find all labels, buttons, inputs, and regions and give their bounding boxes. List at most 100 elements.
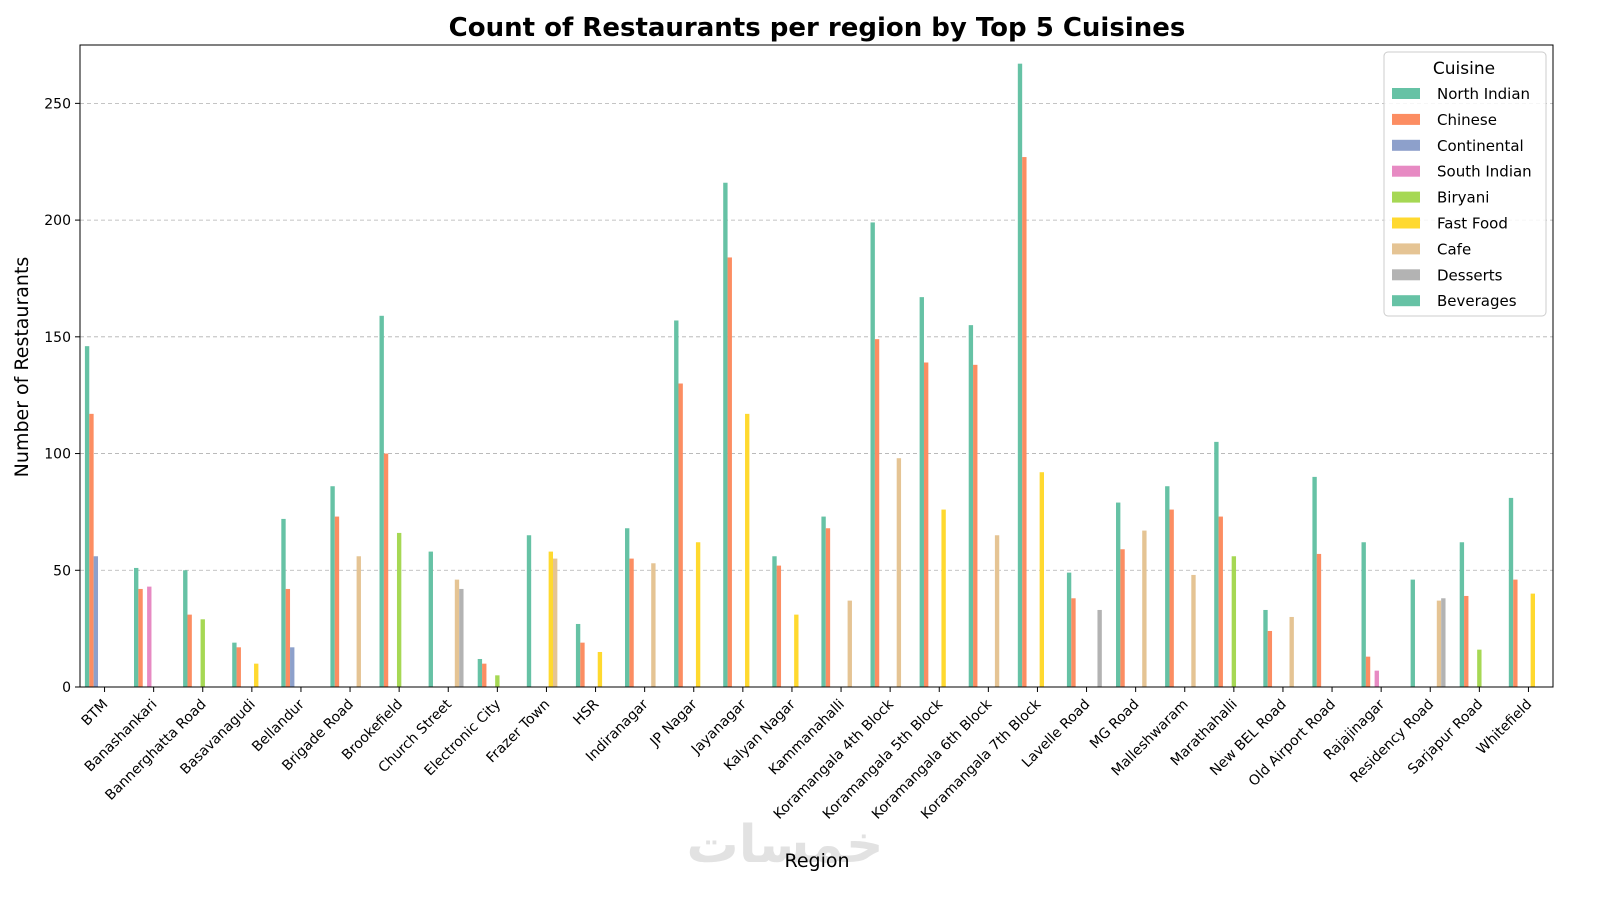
bar (454, 579, 460, 687)
bar (1263, 609, 1268, 687)
y-tick-label: 150 (44, 330, 71, 346)
bar (973, 364, 978, 687)
chart-title: Count of Restaurants per region by Top 5… (449, 13, 1186, 43)
bar (575, 623, 581, 687)
legend-label: South Indian (1437, 163, 1532, 181)
bar (923, 362, 929, 687)
legend-label: North Indian (1437, 85, 1530, 103)
bar (727, 257, 732, 687)
bar (1169, 509, 1174, 687)
bar (1066, 572, 1072, 687)
bar (941, 509, 946, 687)
legend-swatch (1392, 243, 1420, 255)
bar (138, 588, 143, 687)
bar (629, 558, 634, 687)
bar (1441, 598, 1446, 687)
bar (495, 675, 500, 687)
bar (1361, 542, 1366, 687)
watermark: خمسات (686, 815, 883, 875)
x-tick-label: Old Airport Road (1246, 697, 1339, 790)
bar (236, 647, 241, 687)
legend-swatch (1392, 269, 1420, 281)
bar (290, 647, 295, 687)
bar (89, 413, 94, 687)
bar (625, 528, 630, 687)
bar (1459, 542, 1465, 687)
legend-swatch (1392, 217, 1420, 229)
bar (285, 588, 291, 687)
bar (1120, 549, 1125, 687)
bar (482, 663, 487, 687)
bar (794, 614, 799, 687)
legend-swatch (1392, 295, 1420, 307)
y-tick-label: 200 (44, 213, 71, 229)
bar (825, 528, 831, 687)
y-tick-label: 100 (44, 447, 71, 463)
bar (526, 535, 532, 687)
legend-label: Desserts (1437, 266, 1503, 284)
bar (552, 558, 558, 687)
bar (1142, 530, 1147, 687)
legend-label: Biryani (1437, 189, 1489, 207)
legend-label: Continental (1437, 137, 1524, 155)
legend-swatch (1392, 165, 1420, 177)
bar (1436, 600, 1442, 687)
bar (200, 619, 205, 687)
bar (459, 588, 464, 687)
bar (477, 658, 483, 687)
legend-box (1383, 51, 1547, 317)
bar (1477, 649, 1482, 687)
bar (847, 600, 852, 687)
bars (84, 63, 1535, 688)
x-tick-label: HSR (570, 696, 602, 728)
legend-swatch (1392, 88, 1420, 99)
bar (896, 458, 902, 687)
bar (379, 315, 384, 687)
bar (678, 383, 683, 687)
bar (232, 642, 237, 687)
bar (134, 567, 139, 687)
bar (968, 325, 974, 687)
bar (383, 453, 389, 687)
x-axis-title: Region (784, 850, 849, 872)
bar (1071, 598, 1076, 687)
x-tick-label: Residency Road (1347, 697, 1437, 787)
bar (1231, 556, 1237, 687)
plot-frame (79, 44, 1554, 688)
bar (870, 222, 875, 687)
bar (147, 586, 152, 687)
bar (1017, 63, 1023, 687)
bar (695, 542, 701, 687)
legend-swatch (1392, 139, 1420, 151)
bar (580, 642, 585, 687)
bar (356, 556, 361, 687)
legend-label: Beverages (1437, 292, 1517, 310)
bar (334, 516, 340, 687)
bar (548, 551, 553, 687)
legend-swatch (1392, 191, 1420, 203)
bar (183, 570, 188, 687)
bar (1165, 486, 1170, 687)
bar (597, 651, 603, 687)
bar (1191, 574, 1196, 687)
legend-title: Cuisine (1433, 59, 1495, 79)
bar (874, 339, 880, 687)
bar (1464, 595, 1469, 687)
legend: Cuisine North Indian Chinese Continental So… (1383, 51, 1547, 317)
bar (1513, 579, 1518, 687)
legend-label: Fast Food (1437, 215, 1508, 233)
bar (1267, 630, 1273, 687)
gridlines (80, 102, 1553, 571)
bar (651, 563, 656, 687)
x-tick-label: BTM (79, 697, 112, 730)
bar (674, 320, 679, 687)
bar (187, 614, 192, 687)
bar (772, 556, 777, 687)
bar (994, 535, 1000, 687)
bar (919, 297, 924, 687)
legend-swatch (1392, 113, 1420, 125)
bar (1365, 656, 1371, 687)
